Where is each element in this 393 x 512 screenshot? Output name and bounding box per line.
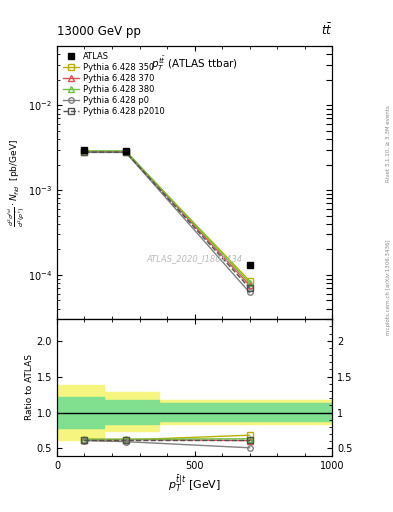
ATLAS: [247, 262, 252, 268]
Text: 13000 GeV pp: 13000 GeV pp: [57, 26, 141, 38]
Line: Pythia 6.428 p0: Pythia 6.428 p0: [82, 150, 252, 295]
Pythia 6.428 370: [247, 282, 252, 288]
Text: Rivet 3.1.10, ≥ 3.3M events: Rivet 3.1.10, ≥ 3.3M events: [386, 105, 391, 182]
Y-axis label: Ratio to ATLAS: Ratio to ATLAS: [25, 354, 34, 420]
Legend: ATLAS, Pythia 6.428 350, Pythia 6.428 370, Pythia 6.428 380, Pythia 6.428 p0, Py: ATLAS, Pythia 6.428 350, Pythia 6.428 37…: [59, 49, 168, 120]
Line: Pythia 6.428 p2010: Pythia 6.428 p2010: [82, 150, 252, 291]
Line: Pythia 6.428 350: Pythia 6.428 350: [82, 149, 252, 284]
Line: Pythia 6.428 370: Pythia 6.428 370: [82, 148, 252, 288]
Line: Pythia 6.428 380: Pythia 6.428 380: [82, 148, 252, 286]
Y-axis label: $\frac{d^2\sigma^{fid}}{d^2(p^{\bar{t}})}\cdot N_{fid}$  [pb/GeV]: $\frac{d^2\sigma^{fid}}{d^2(p^{\bar{t}})…: [6, 139, 27, 227]
Pythia 6.428 380: [82, 148, 87, 154]
Text: $p_T^{t\bar{t}}$ (ATLAS ttbar): $p_T^{t\bar{t}}$ (ATLAS ttbar): [151, 54, 238, 73]
Pythia 6.428 p2010: [123, 149, 128, 155]
Pythia 6.428 p2010: [247, 285, 252, 291]
Pythia 6.428 p0: [247, 289, 252, 295]
Line: ATLAS: ATLAS: [81, 146, 253, 269]
Pythia 6.428 p0: [82, 150, 87, 156]
Pythia 6.428 380: [247, 280, 252, 286]
Text: mcplots.cern.ch [arXiv:1306.3436]: mcplots.cern.ch [arXiv:1306.3436]: [386, 239, 391, 334]
ATLAS: [82, 146, 87, 153]
Text: ATLAS_2020_I1801434: ATLAS_2020_I1801434: [147, 254, 242, 264]
Pythia 6.428 350: [123, 149, 128, 155]
X-axis label: $p^{\bar{t}|t}_T$ [GeV]: $p^{\bar{t}|t}_T$ [GeV]: [168, 473, 221, 494]
Pythia 6.428 p0: [123, 150, 128, 156]
Pythia 6.428 380: [123, 148, 128, 154]
Pythia 6.428 370: [82, 148, 87, 155]
Text: $t\bar{t}$: $t\bar{t}$: [321, 23, 332, 38]
Pythia 6.428 350: [82, 149, 87, 155]
Pythia 6.428 p2010: [82, 149, 87, 155]
ATLAS: [123, 148, 128, 154]
Pythia 6.428 370: [123, 148, 128, 155]
Pythia 6.428 350: [247, 278, 252, 284]
